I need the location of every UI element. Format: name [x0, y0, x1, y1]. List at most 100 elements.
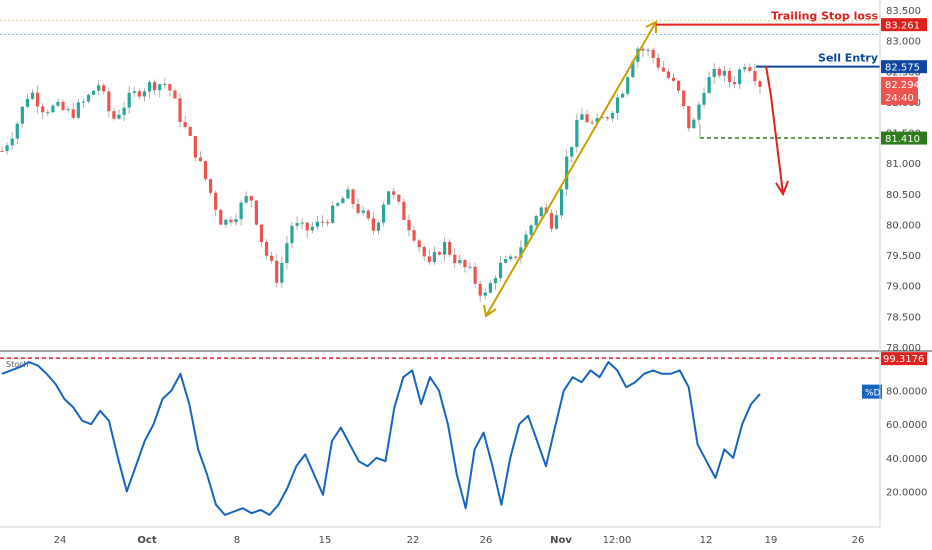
downtrend-arrow [765, 65, 784, 195]
candle [208, 179, 213, 193]
uptrend-arrowhead [483, 304, 497, 318]
candle [392, 191, 396, 195]
candle [468, 266, 472, 268]
candle [259, 224, 264, 242]
candle [432, 252, 437, 262]
uptrend-arrow [485, 21, 657, 317]
candle [224, 219, 228, 225]
candle [524, 234, 528, 248]
candle [743, 67, 747, 70]
candle [712, 68, 716, 78]
candle [453, 254, 457, 264]
candle [753, 70, 757, 82]
candle [132, 91, 136, 93]
candle [554, 215, 559, 229]
stochastic-panel: Stoch 80.0000 60.0000 40.0000 20.0000 99.317… [0, 352, 927, 516]
candle [422, 247, 426, 257]
candle [682, 90, 686, 107]
stoch-legend-tag [862, 384, 882, 399]
candle [514, 256, 518, 258]
take-profit-tag [881, 131, 927, 145]
candle [738, 69, 742, 85]
candle [646, 49, 650, 51]
candle [320, 221, 325, 223]
candle [549, 213, 554, 229]
candle [483, 292, 487, 296]
candle [565, 156, 569, 190]
candle [397, 194, 401, 202]
candle [575, 119, 579, 147]
x-tick-label: 12 [700, 535, 713, 546]
candle [30, 92, 35, 99]
candle [76, 102, 80, 118]
candle [605, 117, 609, 119]
candle [504, 259, 508, 263]
stoch-y-tick: 20.0000 [886, 487, 927, 498]
stoch-y-tick: 80.0000 [886, 387, 927, 398]
candle [346, 189, 350, 199]
x-tick-label: Oct [137, 535, 156, 546]
candle [310, 226, 314, 231]
candle [214, 192, 218, 210]
candle [509, 256, 513, 260]
price-panel: 83.50083.00082.50082.00081.50081.00080.5… [0, 6, 927, 354]
candle [142, 91, 147, 97]
candle [412, 230, 416, 241]
candle [656, 57, 660, 68]
candle [56, 101, 60, 106]
candle [498, 262, 503, 279]
y-tick-label: 78.500 [886, 312, 921, 323]
candle [458, 260, 462, 264]
candle [188, 126, 192, 136]
candle [127, 92, 131, 108]
candle [727, 70, 732, 83]
x-tick-label: 19 [765, 535, 778, 546]
y-tick-label: 83.500 [886, 6, 921, 17]
candle [20, 106, 24, 124]
candle [203, 161, 208, 180]
candle [168, 84, 172, 91]
candle [280, 262, 284, 283]
x-tick-label: 26 [852, 535, 865, 546]
candle [402, 201, 406, 220]
candle [615, 97, 620, 113]
candle [621, 93, 625, 98]
sell-entry-label: Sell Entry [818, 52, 878, 65]
candle [25, 98, 30, 107]
y-tick-label: 78.000 [886, 343, 921, 354]
candle [722, 70, 726, 76]
candle [244, 196, 248, 203]
candle [285, 243, 289, 263]
candle [351, 189, 355, 204]
candle [590, 122, 594, 124]
candle [687, 106, 691, 129]
candle [417, 240, 421, 248]
take-profit-tag-text: 81.410 [885, 134, 920, 145]
candle [626, 77, 630, 94]
candle [702, 93, 706, 105]
candle [580, 114, 584, 120]
candle [661, 67, 665, 72]
candle [239, 202, 243, 220]
countdown-text: 24:40 [885, 93, 914, 104]
candle [641, 48, 645, 51]
candle [0, 150, 4, 152]
candle [387, 191, 391, 205]
candle [137, 91, 141, 97]
candle [153, 82, 157, 91]
candle [585, 114, 589, 123]
candle [570, 146, 574, 157]
candle [488, 283, 492, 293]
candle [473, 266, 477, 284]
x-tick-label: 8 [234, 535, 240, 546]
candle [356, 203, 360, 213]
sell-entry-tag-text: 82.575 [885, 63, 920, 74]
candle [519, 247, 523, 258]
candle [61, 101, 65, 111]
trailing-stop-label: Trailing Stop loss [771, 10, 878, 23]
candle [331, 205, 335, 223]
candle [46, 112, 50, 114]
candle [15, 123, 19, 139]
trailing-stop-tag [881, 18, 927, 32]
